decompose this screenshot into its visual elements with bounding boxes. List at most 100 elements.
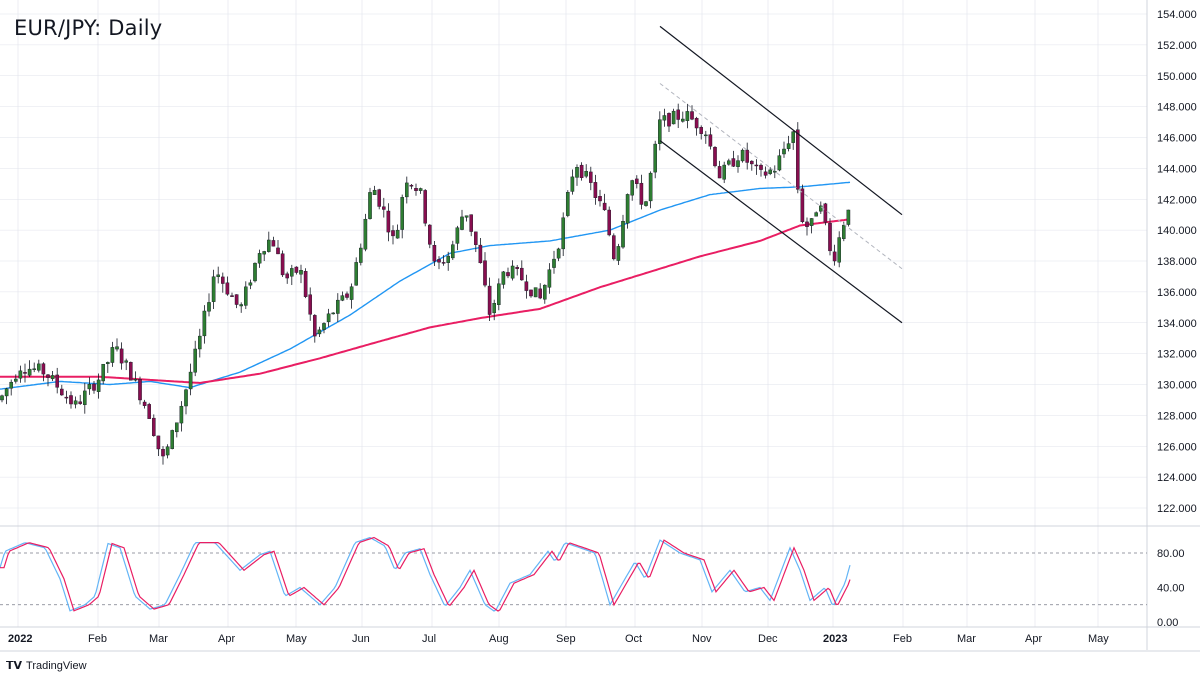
candle-bearish	[432, 245, 437, 262]
price-tick-label: 132.000	[1157, 349, 1197, 361]
candle-bullish	[165, 446, 170, 456]
candle-bullish	[644, 201, 648, 206]
candle-bullish	[37, 363, 41, 371]
time-tick-label: Dec	[758, 633, 778, 645]
candle-bearish	[750, 160, 754, 165]
candle-bearish	[506, 272, 510, 277]
candle-bearish	[469, 214, 474, 232]
candle-bullish	[681, 118, 685, 122]
candle-bearish	[147, 404, 152, 419]
candle-bullish	[451, 244, 455, 259]
candle-bullish	[460, 216, 464, 230]
candle-bullish	[552, 258, 556, 268]
price-tick-label: 134.000	[1157, 318, 1197, 330]
candle-bearish	[414, 188, 418, 191]
candle-bullish	[584, 171, 588, 177]
candle-bullish	[336, 299, 340, 314]
candle-bullish	[216, 274, 221, 277]
candle-bearish	[55, 374, 59, 388]
candle-bullish	[777, 155, 782, 171]
candle-bearish	[598, 196, 602, 202]
stoch-level-label: 80.00	[1157, 548, 1185, 560]
brand-label: TradingView	[26, 659, 87, 672]
time-tick-label: Apr	[1025, 633, 1042, 645]
stoch-level-label: 0.00	[1157, 617, 1178, 629]
candle-bullish	[773, 171, 777, 173]
candle-bearish	[303, 271, 308, 297]
candle-bullish	[248, 282, 253, 286]
candle-bullish	[658, 119, 662, 144]
candle-bullish	[340, 295, 345, 301]
candle-bullish	[110, 347, 115, 363]
candle-bullish	[115, 346, 119, 350]
candle-bullish	[32, 368, 36, 370]
candle-bullish	[331, 312, 336, 315]
price-tick-label: 138.000	[1157, 256, 1197, 268]
price-tick-label: 146.000	[1157, 133, 1197, 145]
candle-bearish	[151, 417, 156, 436]
tradingview-brand: 𝗧𝗩 TradingView	[6, 659, 87, 673]
candle-bearish	[285, 273, 290, 279]
candle-bullish	[18, 370, 23, 379]
price-tick-label: 154.000	[1157, 9, 1197, 21]
candle-bullish	[621, 221, 625, 248]
candle-bullish	[704, 134, 708, 137]
candle-bearish	[639, 182, 644, 205]
time-tick-label: Sep	[556, 633, 576, 645]
pane-separators	[0, 0, 1200, 652]
candle-bearish	[313, 315, 317, 337]
candle-bullish	[671, 110, 676, 125]
candle-bullish	[202, 310, 207, 337]
candle-bullish	[837, 237, 841, 263]
candle-bullish	[842, 224, 846, 239]
time-tick-label: Nov	[692, 633, 712, 645]
candle-bullish	[184, 389, 188, 407]
candle-bullish	[317, 329, 322, 335]
candle-bullish	[101, 363, 105, 382]
candle-bearish	[23, 372, 27, 374]
candle-bearish	[41, 363, 46, 375]
candle-bearish	[478, 244, 483, 264]
candle-bullish	[105, 362, 110, 364]
candle-bullish	[809, 218, 814, 226]
candle-bearish	[271, 240, 276, 247]
candle-bullish	[322, 323, 326, 330]
candle-bullish	[819, 205, 823, 212]
candle-bearish	[754, 164, 759, 167]
candle-bearish	[745, 149, 749, 163]
candle-bullish	[354, 262, 359, 286]
stoch-level-label: 40.00	[1157, 583, 1185, 595]
candle-bullish	[492, 303, 497, 314]
time-tick-label: Mar	[957, 633, 976, 645]
price-tick-label: 124.000	[1157, 472, 1197, 484]
price-tick-label: 142.000	[1157, 194, 1197, 206]
candle-bullish	[395, 229, 400, 239]
candle-bearish	[377, 189, 382, 207]
candle-bullish	[556, 248, 561, 259]
candle-bullish	[96, 379, 101, 392]
candle-bullish	[814, 212, 818, 217]
candle-bearish	[589, 171, 593, 183]
time-tick-label: Jul	[422, 633, 436, 645]
candle-bullish	[197, 335, 202, 350]
price-tick-label: 144.000	[1157, 163, 1197, 175]
candle-bullish	[616, 246, 621, 261]
time-tick-label: May	[286, 633, 307, 645]
candle-bullish	[662, 115, 667, 121]
price-tick-label: 152.000	[1157, 40, 1197, 52]
candle-bearish	[607, 209, 611, 236]
candle-bullish	[501, 271, 506, 285]
candle-bullish	[326, 313, 331, 323]
candle-bearish	[690, 111, 694, 120]
candle-bearish	[156, 435, 161, 450]
candle-bearish	[60, 388, 64, 396]
candle-bullish	[267, 239, 271, 252]
channel-midline	[659, 83, 903, 270]
candle-bearish	[437, 259, 441, 263]
time-tick-label: Mar	[149, 633, 168, 645]
candle-bullish	[510, 265, 515, 279]
time-tick-label: May	[1088, 633, 1109, 645]
candle-bearish	[667, 113, 671, 127]
candle-bearish	[763, 171, 768, 176]
